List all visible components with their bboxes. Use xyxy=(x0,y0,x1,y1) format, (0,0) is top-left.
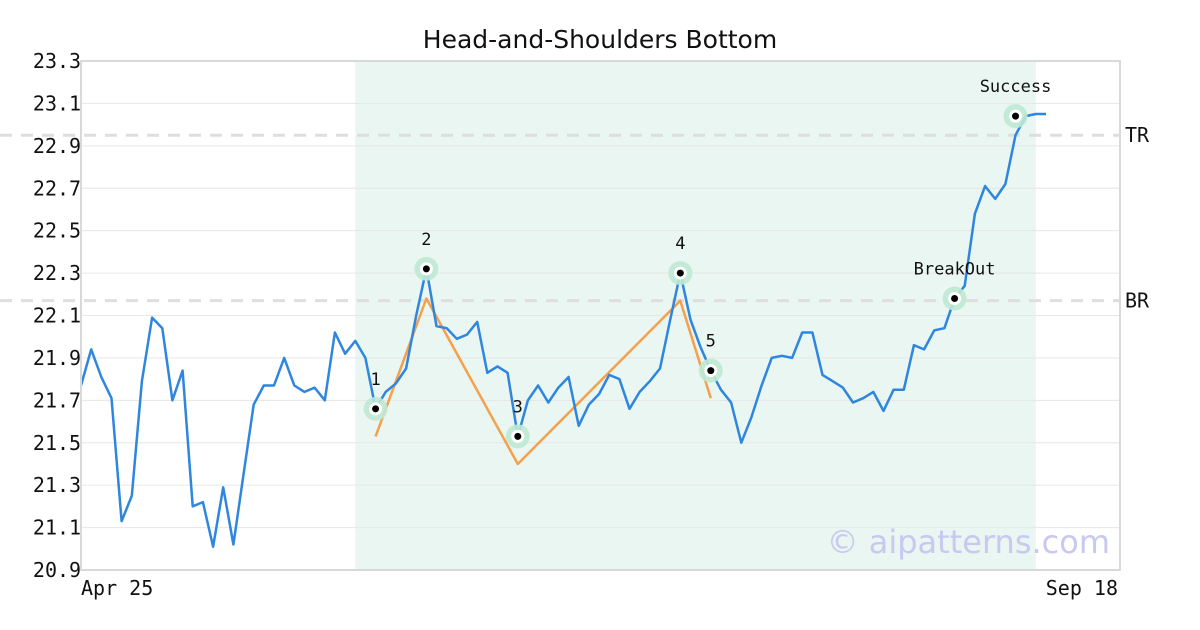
x-tick-label: Sep 18 xyxy=(1046,576,1118,600)
marker-dot xyxy=(707,367,715,375)
y-tick-label: 23.1 xyxy=(33,91,81,115)
marker-dot xyxy=(951,295,959,303)
chart-title: Head-and-Shoulders Bottom xyxy=(423,25,777,54)
y-tick-label: 22.7 xyxy=(33,176,81,200)
level-label: BR xyxy=(1125,289,1150,313)
marker-label: BreakOut xyxy=(914,260,996,280)
y-tick-label: 21.5 xyxy=(33,431,81,455)
marker-dot xyxy=(422,265,430,273)
x-tick-label: Apr 25 xyxy=(81,576,153,600)
watermark: © aipatterns.com xyxy=(827,523,1110,561)
marker-label: 3 xyxy=(513,397,523,417)
marker-dot xyxy=(676,269,684,277)
grid-layer xyxy=(81,60,1120,571)
y-tick-label: 21.7 xyxy=(33,388,81,412)
price-line xyxy=(79,112,1046,548)
marker-dot xyxy=(1012,112,1020,120)
y-tick-label: 22.5 xyxy=(33,219,81,243)
marker-dot xyxy=(372,405,380,413)
level-label: TR xyxy=(1125,123,1150,147)
y-tick-label: 22.3 xyxy=(33,261,81,285)
y-tick-label: 21.1 xyxy=(33,516,81,540)
y-tick-label: 21.9 xyxy=(33,346,81,370)
y-tick-label: 23.3 xyxy=(33,49,81,73)
marker-label: Success xyxy=(980,77,1052,97)
y-tick-label: 22.9 xyxy=(33,134,81,158)
levels-layer: TR BR xyxy=(0,123,1150,313)
marker-label: 4 xyxy=(675,234,685,254)
marker-label: 2 xyxy=(421,230,431,250)
y-tick-label: 21.3 xyxy=(33,473,81,497)
y-tick-label: 20.9 xyxy=(33,558,81,582)
axes-layer: 20.9 21.1 21.3 21.5 21.7 21.9 22.1 22.3 22.5 22.7… xyxy=(33,49,1121,600)
markers-layer: 1 2 3 4 5 BreakOut Success xyxy=(363,77,1052,449)
series-layer xyxy=(79,112,1046,548)
plot-frame xyxy=(80,60,1121,571)
y-tick-label: 22.1 xyxy=(33,304,81,328)
marker-label: 1 xyxy=(370,370,380,390)
marker-dot xyxy=(514,432,522,440)
marker-label: 5 xyxy=(706,332,716,352)
